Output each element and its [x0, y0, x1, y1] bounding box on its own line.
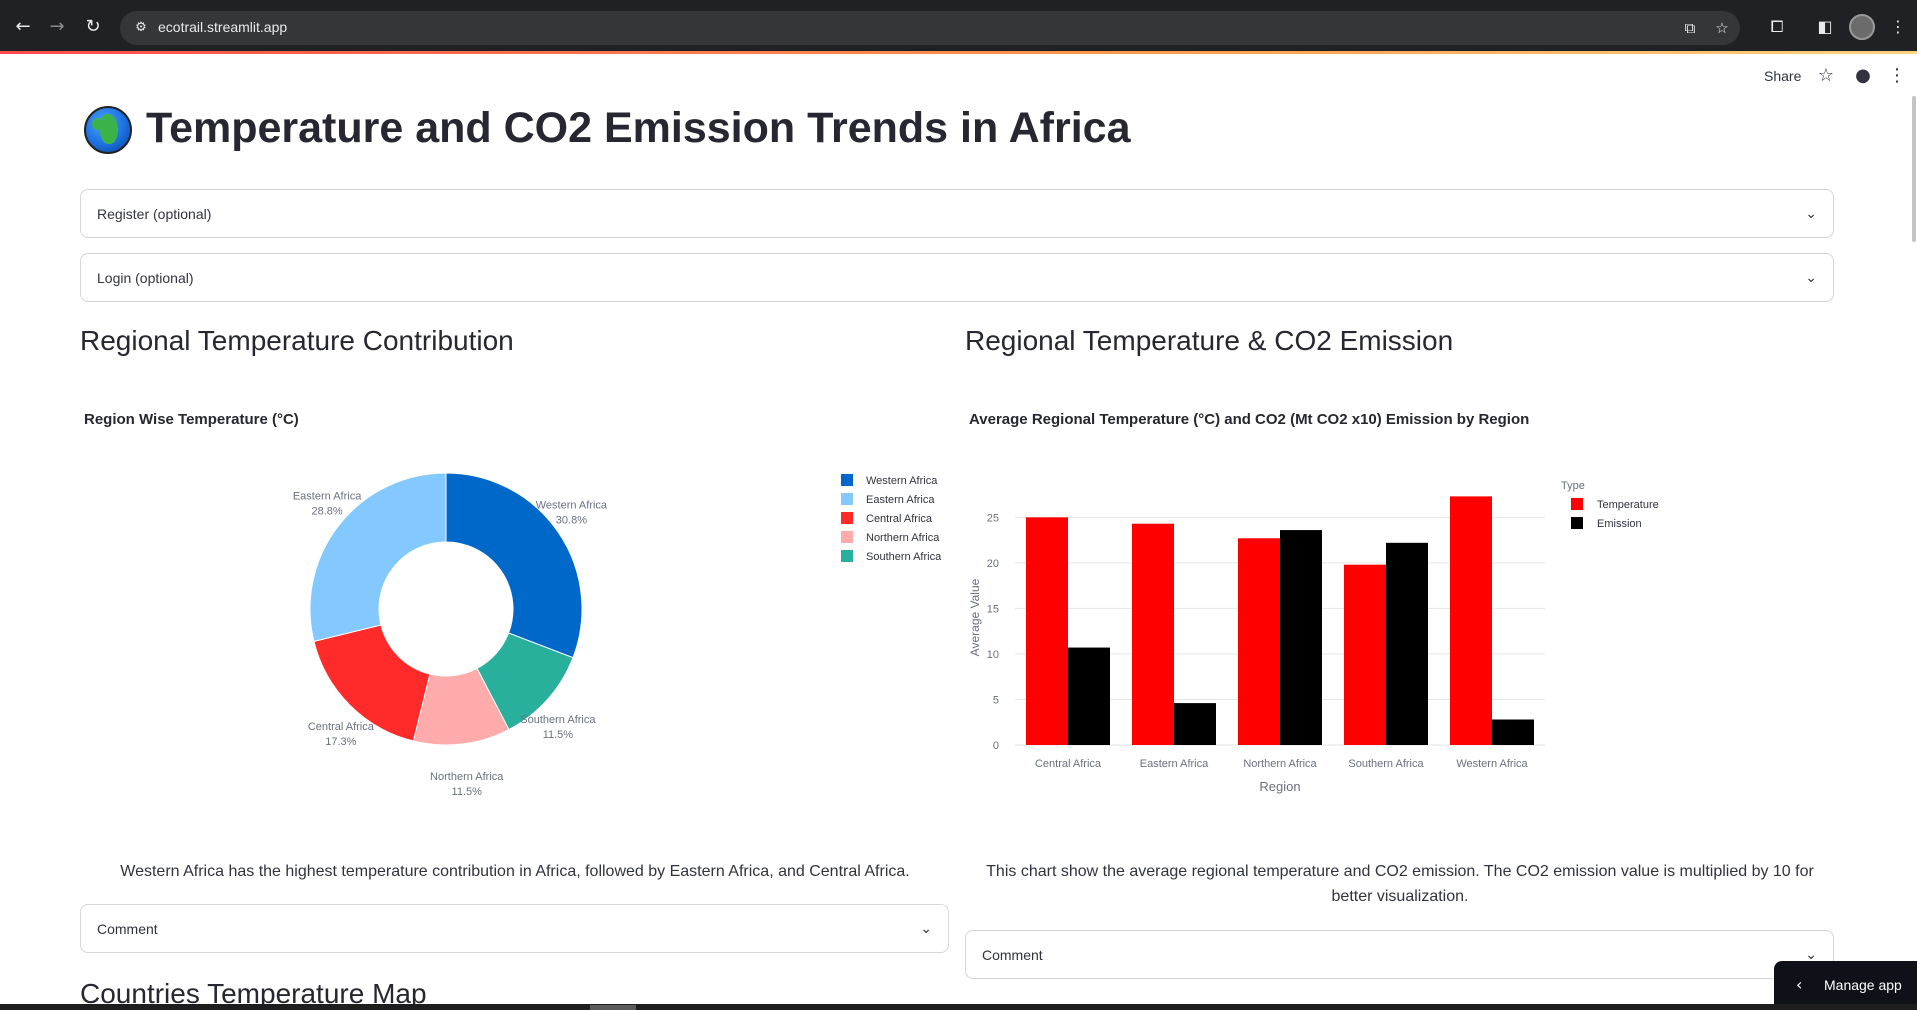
bar-temperature-western-africa[interactable]	[1450, 496, 1492, 745]
bar-emission-eastern-africa[interactable]	[1174, 703, 1216, 745]
x-tick-label: Northern Africa	[1243, 758, 1317, 770]
register-expander-label: Register (optional)	[97, 205, 212, 222]
legend-label-temperature[interactable]: Temperature	[1597, 499, 1659, 511]
donut-percent-central-africa: 17.3%	[325, 736, 356, 748]
horizontal-scrollbar-thumb[interactable]	[590, 1005, 636, 1010]
legend-label-southern-africa[interactable]: Southern Africa	[866, 551, 942, 563]
donut-percent-southern-africa: 11.5%	[543, 729, 574, 741]
more-vertical-icon[interactable]: ⋮	[1888, 65, 1906, 86]
section-title-countries-map: Countries Temperature Map	[80, 978, 427, 1009]
chevron-down-icon: ⌄	[1805, 269, 1817, 286]
bar-emission-central-africa[interactable]	[1068, 647, 1110, 745]
manage-app-label: Manage app	[1824, 977, 1902, 993]
y-tick-label: 10	[987, 649, 999, 661]
donut-chart-title: Region Wise Temperature (°C)	[84, 411, 299, 428]
y-tick-label: 20	[987, 558, 999, 570]
horizontal-scrollbar	[0, 1004, 1917, 1010]
page-scrollbar[interactable]	[1912, 96, 1916, 242]
y-axis-label: Average Value	[968, 578, 982, 656]
legend-swatch-western-africa[interactable]	[841, 474, 853, 486]
y-tick-label: 5	[993, 694, 999, 706]
bar-emission-western-africa[interactable]	[1492, 719, 1534, 746]
arrow-left-icon[interactable]: ←	[15, 16, 31, 37]
section-title-temperature-contribution: Regional Temperature Contribution	[80, 325, 514, 356]
donut-chart: Western Africa 30.8% Southern Africa 11.5% N…	[293, 472, 942, 798]
side-panel-icon[interactable]: ◧	[1817, 17, 1833, 36]
bar-chart-title: Average Regional Temperature (°C) and CO…	[969, 411, 1530, 428]
donut-slice-central-africa[interactable]	[313, 624, 431, 742]
section-title-temperature-emission: Regional Temperature & CO2 Emission	[965, 325, 1454, 356]
chrome-menu-icon[interactable]: ⋮	[1890, 17, 1906, 36]
url-text: ecotrail.streamlit.app	[158, 19, 288, 35]
legend-label-northern-africa[interactable]: Northern Africa	[866, 532, 940, 544]
legend-swatch-northern-africa[interactable]	[841, 531, 853, 543]
donut-label-central-africa: Central Africa	[308, 721, 375, 733]
x-tick-label: Western Africa	[1456, 758, 1528, 770]
reload-icon[interactable]: ↻	[85, 16, 101, 37]
arrow-right-icon[interactable]: →	[49, 16, 65, 37]
extensions-icon[interactable]: ⧠	[1770, 17, 1784, 36]
right-comment-label: Comment	[982, 946, 1043, 963]
loading-accent-bar	[0, 51, 1917, 54]
install-app-icon[interactable]: ⧉	[1684, 19, 1696, 37]
chevron-down-icon: ⌄	[1805, 946, 1817, 963]
donut-percent-eastern-africa: 28.8%	[311, 506, 342, 518]
bar-caption: This chart show the average regional tem…	[986, 863, 1814, 905]
legend-label-central-africa[interactable]: Central Africa	[866, 513, 933, 525]
right-comment-expander[interactable]: Comment ⌄	[965, 930, 1834, 979]
bar-temperature-central-africa[interactable]	[1026, 517, 1068, 745]
left-comment-label: Comment	[97, 920, 158, 937]
legend-swatch-emission[interactable]	[1571, 517, 1583, 529]
bar-emission-northern-africa[interactable]	[1280, 530, 1322, 745]
login-expander-label: Login (optional)	[97, 269, 194, 286]
bar-chart: 0 5 10 15 20 25 Central Africa Eastern Africa No…	[968, 480, 1659, 794]
chevron-down-icon: ⌄	[1805, 205, 1817, 222]
y-tick-label: 0	[993, 740, 999, 752]
manage-app-button[interactable]: ‹ Manage app	[1774, 961, 1917, 1010]
y-tick-label: 25	[987, 512, 999, 524]
x-axis-label: Region	[1259, 779, 1300, 794]
donut-caption: Western Africa has the highest temperatu…	[120, 863, 910, 880]
profile-avatar[interactable]	[1849, 14, 1875, 40]
bar-temperature-northern-africa[interactable]	[1238, 538, 1280, 745]
donut-label-eastern-africa: Eastern Africa	[293, 491, 362, 503]
x-tick-label: Southern Africa	[1348, 758, 1424, 770]
y-tick-label: 15	[987, 603, 999, 615]
legend-label-western-africa[interactable]: Western Africa	[866, 475, 938, 487]
donut-slice-eastern-africa[interactable]	[309, 472, 447, 643]
address-bar[interactable]: ⚙ ecotrail.streamlit.app ⧉ ☆	[120, 11, 1740, 45]
x-tick-label: Eastern Africa	[1140, 758, 1209, 770]
legend-swatch-eastern-africa[interactable]	[841, 493, 853, 505]
login-expander[interactable]: Login (optional) ⌄	[80, 253, 1834, 302]
bar-temperature-eastern-africa[interactable]	[1132, 523, 1174, 745]
legend-label-emission[interactable]: Emission	[1597, 518, 1642, 530]
donut-label-northern-africa: Northern Africa	[430, 771, 504, 783]
x-tick-label: Central Africa	[1035, 758, 1102, 770]
globe-icon	[84, 106, 132, 154]
legend-swatch-southern-africa[interactable]	[841, 550, 853, 562]
donut-label-southern-africa: Southern Africa	[520, 714, 596, 726]
bar-emission-southern-africa[interactable]	[1386, 542, 1428, 745]
legend-title: Type	[1561, 480, 1585, 492]
chevron-left-icon: ‹	[1796, 975, 1803, 994]
donut-percent-western-africa: 30.8%	[556, 514, 587, 526]
site-info-icon[interactable]: ⚙	[135, 20, 147, 35]
left-comment-expander[interactable]: Comment ⌄	[80, 904, 949, 953]
chevron-down-icon: ⌄	[920, 920, 932, 937]
donut-percent-northern-africa: 11.5%	[452, 786, 483, 798]
legend-label-eastern-africa[interactable]: Eastern Africa	[866, 494, 935, 506]
bookmark-star-icon[interactable]: ☆	[1715, 19, 1729, 37]
donut-slice-western-africa[interactable]	[445, 472, 583, 659]
share-button[interactable]: Share	[1764, 68, 1802, 84]
donut-label-western-africa: Western Africa	[536, 499, 608, 511]
bar-temperature-southern-africa[interactable]	[1344, 564, 1386, 745]
legend-swatch-central-africa[interactable]	[841, 512, 853, 524]
star-icon[interactable]: ☆	[1817, 65, 1835, 86]
page-title: Temperature and CO2 Emission Trends in A…	[146, 104, 1131, 152]
legend-swatch-temperature[interactable]	[1571, 498, 1583, 510]
github-icon[interactable]: ●	[1855, 65, 1871, 86]
register-expander[interactable]: Register (optional) ⌄	[80, 189, 1834, 238]
